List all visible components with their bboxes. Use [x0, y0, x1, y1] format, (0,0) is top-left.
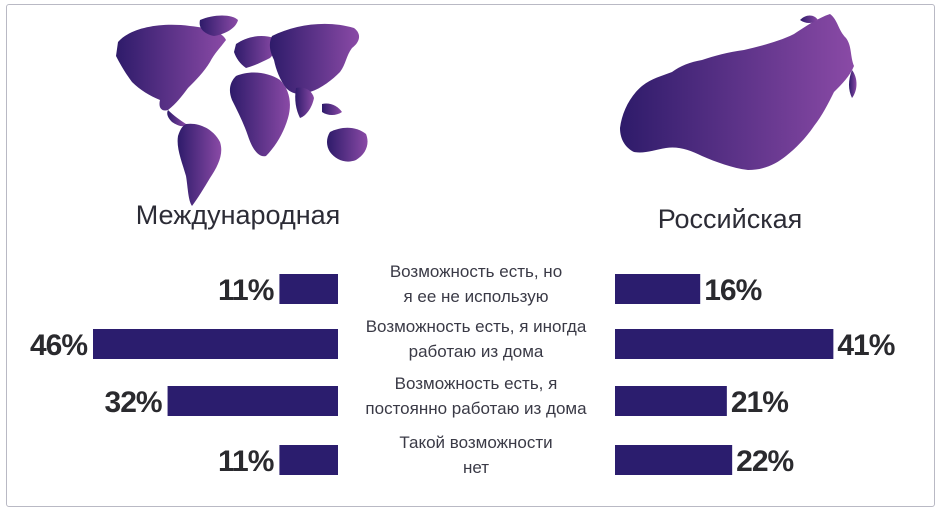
category-label: Возможность есть, я иногда [366, 317, 587, 336]
international-value-label: 11% [218, 445, 274, 478]
category-label: постоянно работаю из дома [365, 399, 587, 418]
russia-map-icon [620, 14, 857, 170]
category-label: работаю из дома [409, 342, 544, 361]
international-value-label: 46% [30, 329, 87, 362]
russian-series-title: Российская [658, 204, 803, 234]
international-value-label: 11% [218, 274, 274, 307]
russian-value-label: 16% [704, 274, 761, 307]
international-bar [167, 386, 338, 416]
russian-bar [615, 274, 701, 304]
russian-bar [615, 386, 727, 416]
russian-value-label: 41% [837, 329, 894, 362]
category-label: Возможность есть, я [395, 374, 558, 393]
category-label: Возможность есть, но [390, 262, 562, 281]
international-bar [279, 274, 338, 304]
russian-bar [615, 445, 733, 475]
international-series-title: Международная [136, 200, 341, 230]
category-label: Такой возможности [399, 433, 552, 452]
russian-value-label: 22% [736, 445, 793, 478]
category-label: я ее не использую [403, 287, 548, 306]
international-bar [279, 445, 338, 475]
international-bar [93, 329, 338, 359]
international-value-label: 32% [105, 386, 162, 419]
category-label: нет [463, 458, 489, 477]
russian-bar [615, 329, 834, 359]
russian-value-label: 21% [731, 386, 788, 419]
world-map-icon [116, 15, 368, 206]
